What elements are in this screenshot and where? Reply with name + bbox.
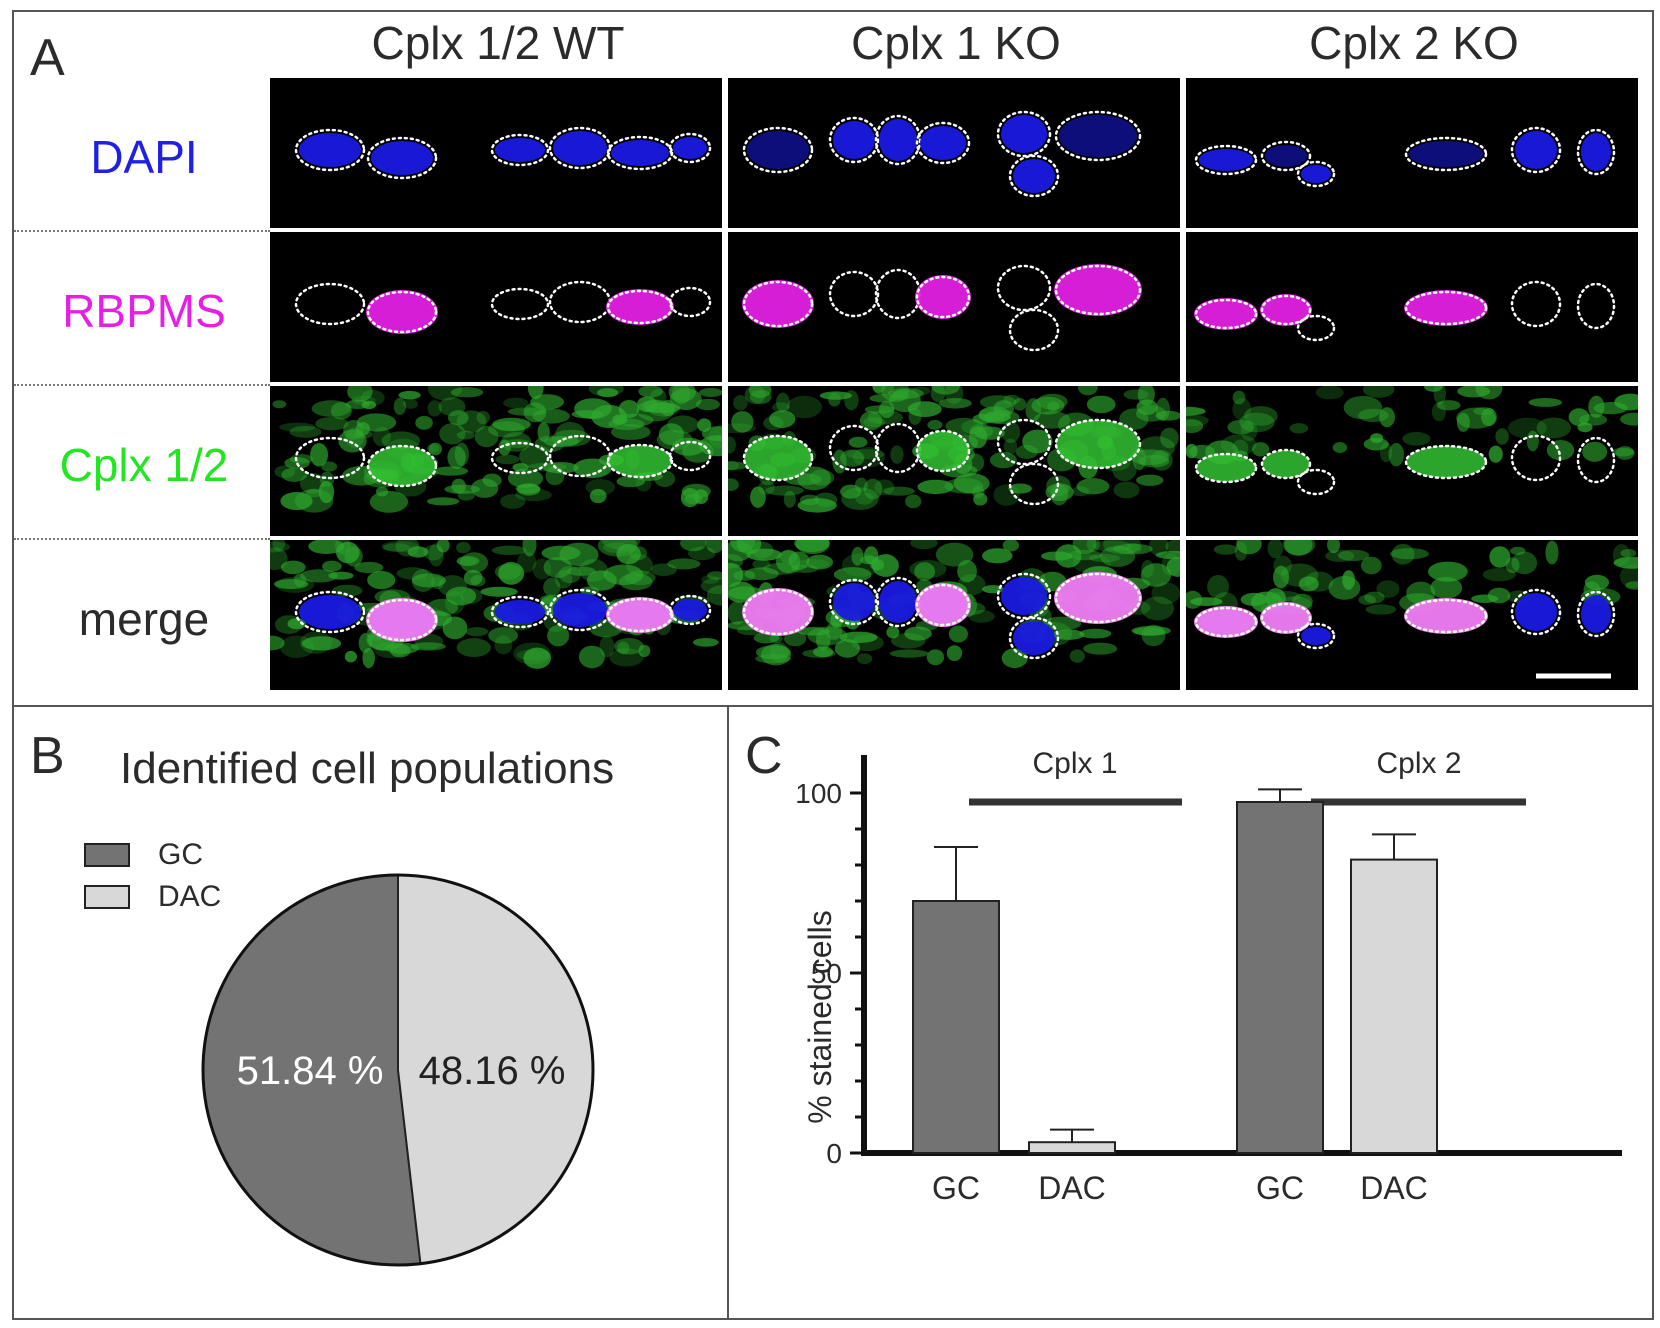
- micrograph-rbpms-col1: [270, 232, 722, 382]
- y-tick-label: 0: [826, 1138, 842, 1169]
- legend-item-gc: GC: [84, 838, 203, 872]
- bar-cplx2-dac: [1350, 858, 1438, 1154]
- bar-cplx1-gc: [912, 900, 1000, 1154]
- bar-chart: Cplx 1 Cplx 2 % stained cells 0 50 100 GC DA…: [795, 747, 1622, 1206]
- micrograph-cplx-col3: [1186, 386, 1638, 536]
- row-label-rbpms: RBPMS: [62, 285, 226, 337]
- micrograph-dapi-col1: [270, 78, 722, 228]
- legend-swatch-gc: [84, 843, 130, 867]
- panel-c-frame: [727, 705, 1654, 1320]
- row-divider: [14, 538, 270, 540]
- bar-cplx1-dac: [1028, 1141, 1116, 1155]
- group-label-cplx1: Cplx 1: [1032, 747, 1117, 780]
- column-title-wt: Cplx 1/2 WT: [371, 17, 625, 69]
- row-label-cplx: Cplx 1/2: [59, 439, 229, 491]
- pie-outline: [201, 873, 595, 1267]
- x-tick-label: GC: [1256, 1170, 1304, 1206]
- column-title-cplx1-ko: Cplx 1 KO: [851, 17, 1061, 69]
- bar-cplx2-gc: [1236, 801, 1324, 1154]
- row-divider: [14, 230, 270, 232]
- group-label-cplx2: Cplx 2: [1376, 747, 1461, 780]
- legend-label-gc: GC: [158, 838, 203, 871]
- y-axis-label: % stained cells: [802, 910, 838, 1123]
- micrograph-merge-col2: [728, 540, 1180, 690]
- x-tick-label: DAC: [1038, 1170, 1106, 1206]
- pie-label-gc: 51.84 %: [237, 1049, 384, 1093]
- micrograph-merge-col3: [1186, 540, 1638, 690]
- x-tick-label: DAC: [1360, 1170, 1428, 1206]
- panel-b-letter: B: [30, 727, 65, 785]
- micrograph-cplx-col1: [270, 386, 722, 536]
- panel-a-letter: A: [30, 29, 65, 87]
- pie-chart: 51.84 % 48.16 %: [201, 873, 595, 1267]
- legend-swatch-dac: [84, 885, 130, 909]
- legend-item-dac: DAC: [84, 880, 221, 914]
- bar-chart-content: Cplx 1 Cplx 2 % stained cells 0 50 100 GC DA…: [795, 747, 1622, 1206]
- micrograph-dapi-col3: [1186, 78, 1638, 228]
- pie-label-dac: 48.16 %: [419, 1049, 566, 1093]
- legend-label-dac: DAC: [158, 880, 222, 913]
- micrograph-dapi-col2: [728, 78, 1180, 228]
- micrograph-cplx-col2: [728, 386, 1180, 536]
- x-tick-label: GC: [932, 1170, 980, 1206]
- row-divider: [14, 384, 270, 386]
- y-tick-label: 50: [811, 958, 842, 989]
- micrograph-rbpms-col3: [1186, 232, 1638, 382]
- micrograph-merge-col1: [270, 540, 722, 690]
- panel-c-letter: C: [745, 727, 783, 785]
- column-title-cplx2-ko: Cplx 2 KO: [1309, 17, 1519, 69]
- row-label-merge: merge: [78, 593, 210, 645]
- pie-title: Identified cell populations: [120, 744, 615, 793]
- micrograph-rbpms-col2: [728, 232, 1180, 382]
- row-label-dapi: DAPI: [90, 131, 198, 183]
- y-tick-label: 100: [795, 778, 842, 809]
